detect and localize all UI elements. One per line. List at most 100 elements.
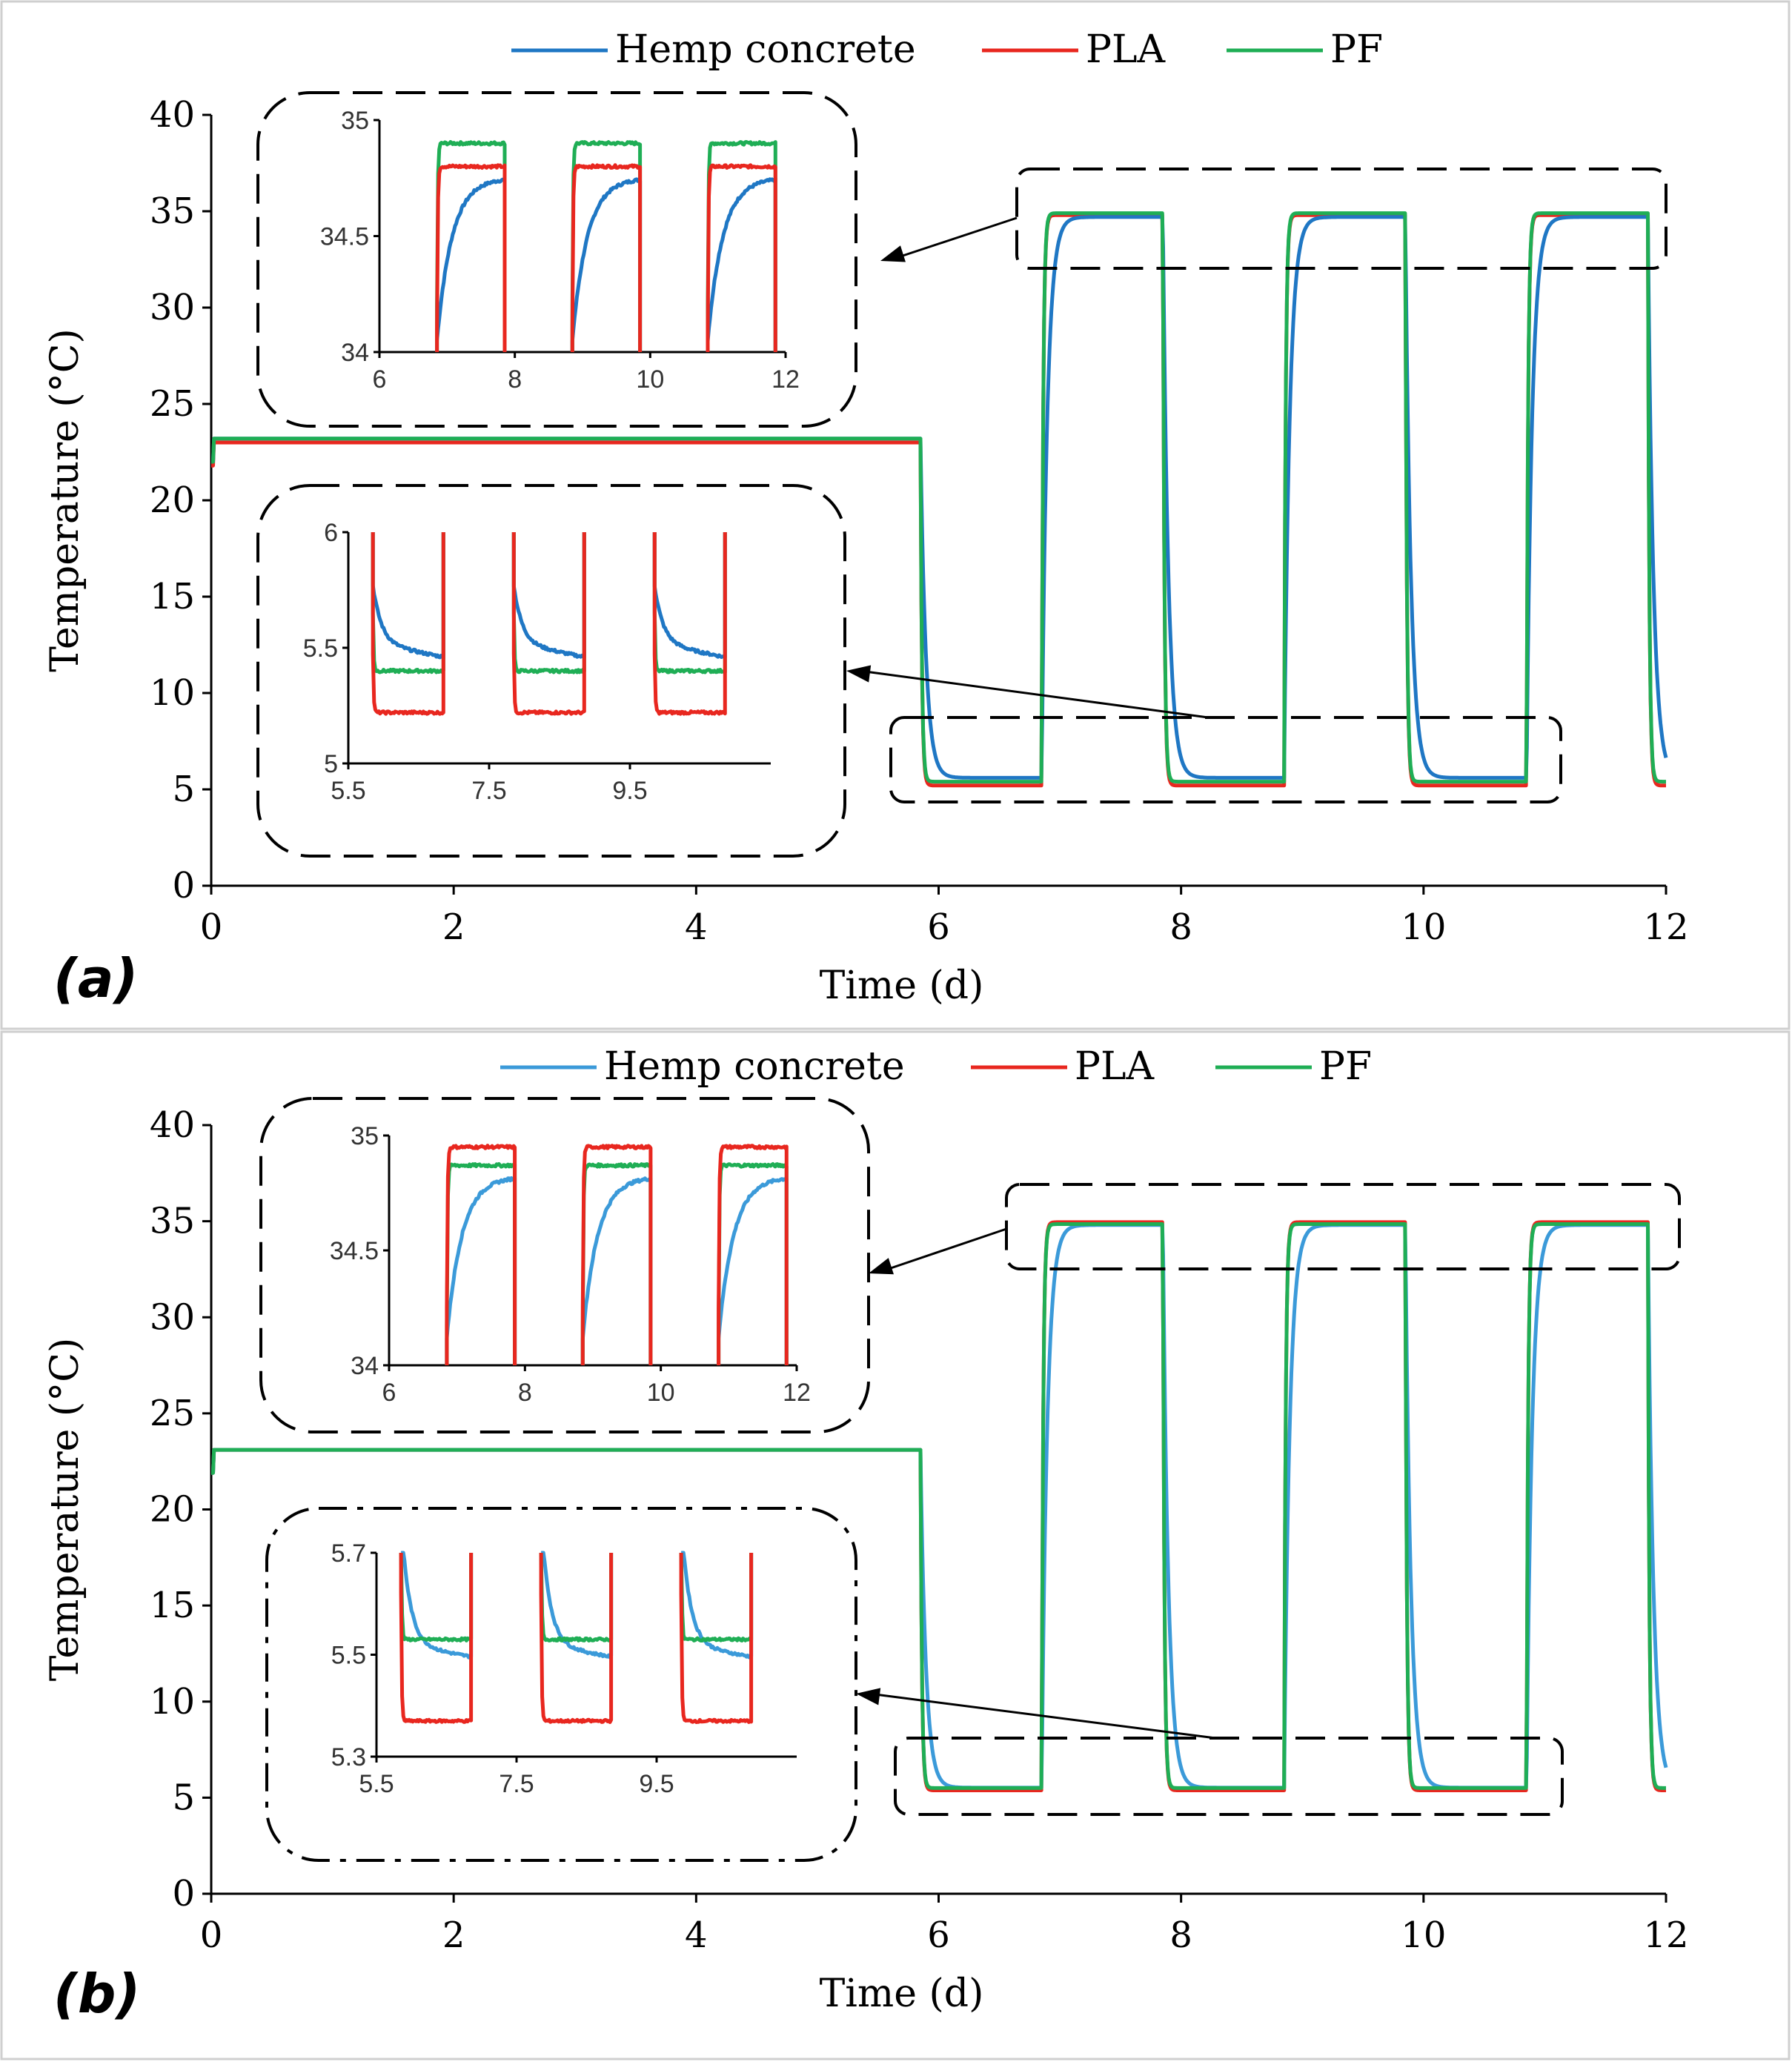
inset-x-tick-label: 5.5 <box>359 1770 394 1798</box>
inset-series-pf <box>445 1162 517 1365</box>
inset-y-tick-label: 35 <box>351 1122 379 1150</box>
inset-y-tick-label: 35 <box>341 107 369 135</box>
panel-b: 0 5 10 15 20 25 30 35 40 0 2 4 6 8 10 12 Time (d) Tempera… <box>0 1030 1791 2061</box>
y-tick-label: 20 <box>150 1489 195 1531</box>
cold-zoom-box <box>889 716 1562 803</box>
y-tick-label: 40 <box>150 1104 195 1146</box>
inset-series-pf <box>679 1552 754 1642</box>
inset-cold-zoom: 55.565.5 7.5 9.5 <box>256 484 846 858</box>
inset-series-hemp-concrete <box>652 532 727 659</box>
inset-x-tick-label: 10 <box>636 365 664 394</box>
inset-series-hemp-concrete <box>540 1551 614 1660</box>
inset-x-tick-label: 6 <box>382 1379 396 1407</box>
y-tick-label: 5 <box>172 769 195 810</box>
inset-y-tick-label: 34 <box>341 339 369 367</box>
legend-label: PLA <box>1075 1044 1155 1089</box>
inset-y-tick-label: 5 <box>324 750 338 778</box>
inset-x-tick-label: 12 <box>783 1379 811 1407</box>
inset-series-hemp-concrete <box>680 1551 754 1660</box>
y-tick-label: 25 <box>150 383 195 425</box>
inset-series-pf <box>570 140 643 352</box>
inset-series-pla <box>580 1144 653 1365</box>
y-tick-label: 10 <box>150 1681 195 1723</box>
inset-series-pf <box>399 1552 474 1642</box>
inset-series-pla <box>445 1144 517 1365</box>
x-tick-label: 12 <box>1643 1915 1688 1956</box>
legend-label: Hemp concrete <box>615 27 916 72</box>
inset-series-hemp-concrete <box>570 177 643 352</box>
inset-series-hemp-concrete <box>435 176 507 352</box>
hot-zoom-box <box>1005 1183 1681 1270</box>
callout-arrow <box>893 216 1018 260</box>
x-tick-label: 0 <box>200 1915 223 1956</box>
inset-x-tick-label: 9.5 <box>639 1770 674 1798</box>
legend-label: PF <box>1319 1044 1372 1089</box>
series-line-pf <box>210 1222 1667 1790</box>
y-tick-label: 35 <box>150 1201 195 1242</box>
y-tick-label: 0 <box>172 1873 195 1915</box>
inset-series-pf <box>652 532 727 674</box>
x-tick-label: 0 <box>200 906 223 948</box>
inset-x-tick-label: 7.5 <box>499 1770 534 1798</box>
inset-series-pf <box>539 1552 614 1642</box>
x-tick-label: 12 <box>1643 906 1688 948</box>
inset-y-tick-label: 34 <box>351 1352 379 1380</box>
x-tick-label: 8 <box>1169 906 1192 948</box>
series-line-pf <box>210 211 1667 784</box>
y-tick-label: 25 <box>150 1393 195 1434</box>
inset-series-hemp-concrete <box>400 1551 474 1660</box>
inset-series-pf <box>371 532 445 674</box>
inset-series-hemp-concrete <box>511 532 586 660</box>
inset-frame <box>259 1097 870 1433</box>
inset-x-tick-label: 8 <box>518 1379 532 1407</box>
panel-frame <box>0 0 1791 1030</box>
hot-zoom-box <box>1015 168 1667 270</box>
inset-series-pf <box>706 139 777 352</box>
inset-y-tick-label: 5.5 <box>303 634 338 663</box>
inset-series-pla <box>435 163 507 352</box>
inset-series-hemp-concrete <box>445 1176 517 1365</box>
inset-hot-zoom: 34 34.5 35 6 8 10 12 <box>259 1097 870 1433</box>
x-tick-label: 10 <box>1401 906 1446 948</box>
x-tick-label: 4 <box>685 1915 708 1956</box>
callout-arrowhead <box>869 1258 894 1275</box>
inset-series-hemp-concrete <box>580 1176 653 1365</box>
panel-label: (a) <box>53 947 138 1010</box>
inset-series-pla <box>511 532 586 716</box>
inset-y-tick-label: 5.5 <box>331 1642 366 1670</box>
y-axis-title: Temperature (°C) <box>43 1338 87 1682</box>
y-axis-title: Temperature (°C) <box>43 328 87 672</box>
inset-series-pf <box>717 1162 789 1365</box>
cold-zoom-box <box>894 1737 1564 1816</box>
callout-arrow <box>859 669 1209 719</box>
y-tick-label: 40 <box>150 94 195 136</box>
inset-y-tick-label: 34.5 <box>320 223 369 251</box>
inset-series-hemp-concrete <box>706 176 777 352</box>
legend-label: PF <box>1330 27 1383 72</box>
inset-series-pla <box>399 1553 474 1724</box>
x-axis-title: Time (d) <box>820 1972 984 2016</box>
y-tick-label: 0 <box>172 865 195 906</box>
x-tick-label: 6 <box>927 1915 950 1956</box>
series-line-pla <box>210 213 1667 788</box>
inset-y-tick-label: 6 <box>324 519 338 547</box>
x-tick-label: 2 <box>442 906 465 948</box>
y-tick-label: 35 <box>150 190 195 232</box>
inset-series-pla <box>570 163 643 352</box>
callout-arrowhead <box>846 665 872 683</box>
inset-x-tick-label: 6 <box>373 365 387 394</box>
inset-series-pla <box>652 532 727 716</box>
inset-y-tick-label: 5.7 <box>331 1539 366 1568</box>
callout-arrowhead <box>856 1688 881 1705</box>
x-tick-label: 10 <box>1401 1915 1446 1956</box>
y-tick-label: 15 <box>150 1585 195 1626</box>
legend-label: PLA <box>1086 27 1167 72</box>
inset-series-pla <box>371 532 445 716</box>
inset-cold-zoom: 5.35.55.75.5 7.5 9.5 <box>265 1507 857 1862</box>
inset-series-hemp-concrete <box>371 532 445 660</box>
callout-arrow <box>869 1692 1216 1740</box>
inset-x-tick-label: 9.5 <box>612 777 647 805</box>
x-tick-label: 2 <box>442 1915 465 1956</box>
panel-label: (b) <box>53 1963 140 2025</box>
